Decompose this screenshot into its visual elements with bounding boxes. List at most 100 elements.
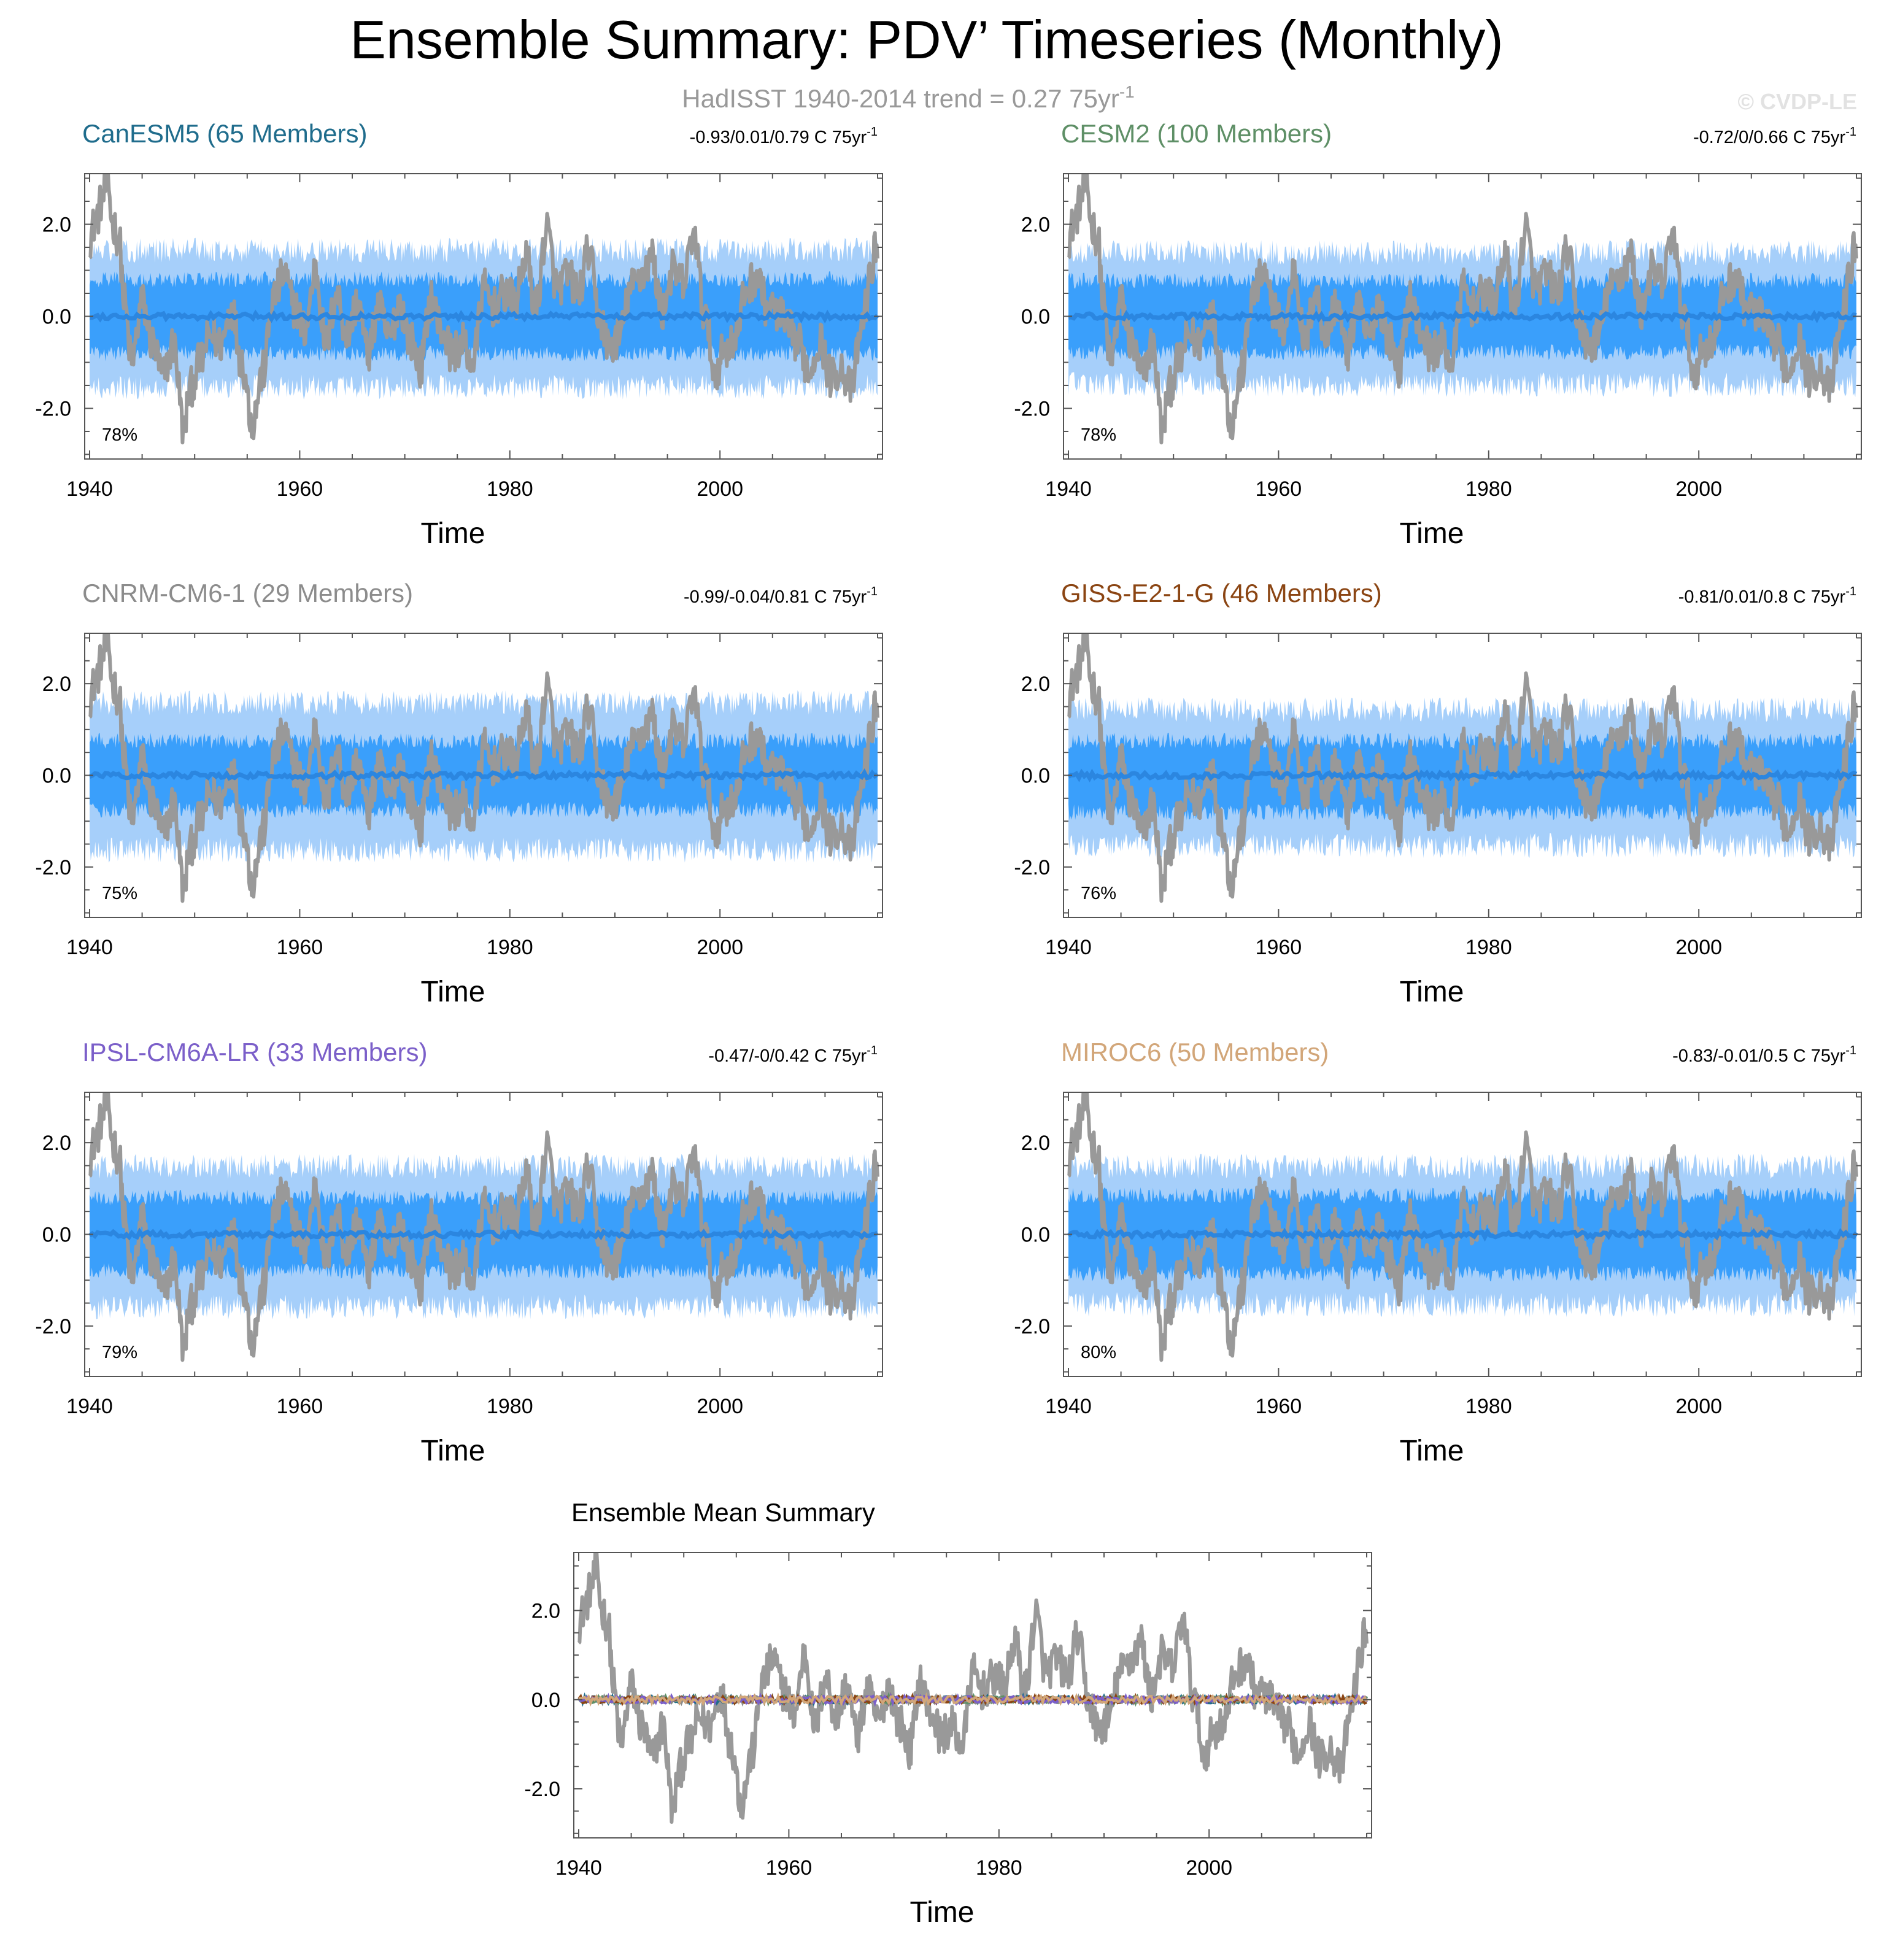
x-axis-title: Time [1400, 976, 1464, 1008]
x-tick-label: 1960 [277, 936, 323, 959]
figure-subtitle: HadISST 1940-2014 trend = 0.27 75yr-1 [682, 82, 1134, 113]
panel-stats: -0.72/0/0.66 C 75yr-1 [1693, 125, 1856, 147]
x-tick-label: 2000 [1675, 936, 1722, 959]
panel-stats: -0.99/-0.04/0.81 C 75yr-1 [684, 585, 878, 607]
observed-line [577, 1553, 1369, 1824]
y-tick-label: 2.0 [1021, 214, 1050, 237]
panel-stats: -0.83/-0.01/0.5 C 75yr-1 [1672, 1044, 1856, 1066]
panel-1: 2.0 0.0 -2.0 1940 1960 1980 2000 Time CESM2 (100… [1014, 119, 1862, 550]
plot-area [88, 633, 879, 903]
x-tick-label: 1980 [1465, 477, 1512, 501]
ensemble-mean-line [88, 1227, 879, 1241]
y-tick-label: 2.0 [531, 1599, 560, 1622]
plot-area [88, 1092, 879, 1362]
y-tick-label: -2.0 [524, 1778, 560, 1801]
x-tick-label: 1960 [1256, 477, 1302, 501]
x-tick-label: 1960 [766, 1856, 813, 1880]
stats-text: -0.99/-0.04/0.81 C 75yr [684, 587, 867, 607]
ensemble-mean-line [1068, 309, 1857, 323]
panel-2: 2.0 0.0 -2.0 1940 1960 1980 2000 Time CNRM-CM6-1… [35, 579, 883, 1008]
panel-4: 2.0 0.0 -2.0 1940 1960 1980 2000 Time IPSL-CM6A-… [35, 1038, 883, 1467]
ensemble-mean-line [1067, 1227, 1858, 1242]
ensemble-mean-line [88, 768, 879, 782]
y-tick-label: 0.0 [42, 306, 71, 329]
y-tick-label: 2.0 [1021, 1132, 1050, 1155]
y-tick-label: -2.0 [1014, 856, 1050, 879]
model-mean-line-miroc6 [578, 1692, 1368, 1707]
y-tick-label: 0.0 [531, 1689, 560, 1712]
x-tick-label: 1980 [487, 1395, 533, 1418]
stats-superscript: -1 [1845, 585, 1856, 598]
panel-title: MIROC6 (50 Members) [1061, 1038, 1329, 1067]
plot-area [1067, 174, 1858, 445]
observed-line [1067, 1092, 1858, 1362]
y-tick-label: -2.0 [35, 1315, 71, 1338]
y-tick-label: 2.0 [42, 214, 71, 237]
observed-line [1067, 633, 1858, 903]
x-tick-label: 1980 [487, 936, 533, 959]
stats-text: -0.81/0.01/0.8 C 75yr [1678, 587, 1846, 607]
percent-label: 78% [1081, 425, 1116, 445]
y-tick-label: 2.0 [42, 1132, 71, 1155]
subtitle-text: HadISST 1940-2014 trend = 0.27 75yr [682, 84, 1119, 113]
panel-title: CanESM5 (65 Members) [82, 119, 367, 148]
x-tick-label: 1960 [277, 1395, 323, 1418]
x-tick-label: 1960 [277, 477, 323, 501]
plot-area [577, 1553, 1369, 1824]
stats-superscript: -1 [867, 1044, 878, 1057]
plot-area [1067, 633, 1858, 903]
x-tick-label: 1940 [66, 936, 113, 959]
panel-stats: -0.81/0.01/0.8 C 75yr-1 [1678, 585, 1856, 607]
x-tick-label: 2000 [697, 477, 743, 501]
x-tick-label: 1960 [1256, 1395, 1302, 1418]
x-tick-label: 1980 [976, 1856, 1022, 1880]
panel-stats: -0.93/0.01/0.79 C 75yr-1 [690, 125, 878, 147]
stats-text: -0.83/-0.01/0.5 C 75yr [1672, 1046, 1845, 1066]
stats-text: -0.93/0.01/0.79 C 75yr [690, 128, 867, 147]
panel-stats: -0.47/-0/0.42 C 75yr-1 [708, 1044, 878, 1066]
ensemble-mean-line [89, 309, 879, 323]
plot-area [88, 174, 879, 445]
panel-6: 2.0 0.0 -2.0 1940 1960 1980 2000 Time Ensemble M… [524, 1498, 1372, 1929]
x-tick-label: 1940 [1045, 1395, 1092, 1418]
x-axis-title: Time [1400, 1435, 1464, 1467]
y-tick-label: 0.0 [42, 765, 71, 788]
watermark: © CVDP-LE [1737, 89, 1857, 114]
panel-0: 2.0 0.0 -2.0 1940 1960 1980 2000 Time CanESM5 (6… [35, 119, 883, 550]
y-tick-label: -2.0 [1014, 398, 1050, 421]
panel-5: 2.0 0.0 -2.0 1940 1960 1980 2000 Time MIROC6 (50… [1014, 1038, 1862, 1467]
percent-label: 78% [102, 425, 137, 445]
x-axis-title: Time [421, 976, 485, 1008]
figure-title: Ensemble Summary: PDV’ Timeseries (Month… [350, 9, 1503, 70]
subtitle-superscript: -1 [1119, 82, 1135, 101]
stats-superscript: -1 [1845, 125, 1856, 139]
ensemble-mean-line [1067, 768, 1858, 783]
x-tick-label: 1940 [66, 477, 113, 501]
plot-frame [573, 1552, 1372, 1838]
x-tick-label: 1980 [1465, 936, 1512, 959]
panel-title: IPSL-CM6A-LR (33 Members) [82, 1038, 427, 1067]
panel-title: CESM2 (100 Members) [1061, 119, 1332, 148]
percent-label: 76% [1081, 884, 1116, 903]
x-tick-label: 1960 [1256, 936, 1302, 959]
panel-3: 2.0 0.0 -2.0 1940 1960 1980 2000 Time GISS-E2-1-… [1014, 579, 1862, 1008]
y-tick-label: 0.0 [1021, 765, 1050, 788]
x-tick-label: 1940 [1045, 477, 1092, 501]
x-axis-title: Time [421, 1435, 485, 1467]
x-axis-title: Time [1400, 517, 1464, 550]
x-tick-label: 2000 [1186, 1856, 1232, 1880]
stats-text: -0.47/-0/0.42 C 75yr [708, 1046, 867, 1066]
x-tick-label: 1940 [1045, 936, 1092, 959]
y-tick-label: 0.0 [1021, 1224, 1050, 1247]
x-tick-label: 2000 [1675, 477, 1722, 501]
panel-title: GISS-E2-1-G (46 Members) [1061, 579, 1382, 608]
y-tick-label: 2.0 [1021, 673, 1050, 696]
percent-label: 80% [1081, 1343, 1116, 1362]
observed-line [88, 1092, 879, 1362]
stats-superscript: -1 [867, 125, 878, 139]
x-tick-label: 1940 [555, 1856, 602, 1880]
y-tick-label: 0.0 [42, 1224, 71, 1247]
y-tick-label: -2.0 [35, 398, 71, 421]
panel-title: Ensemble Mean Summary [571, 1498, 875, 1527]
